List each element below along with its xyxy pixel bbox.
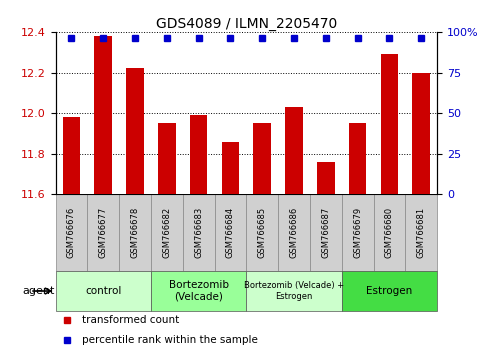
Bar (214, 194, 246, 271)
Bar (310, 194, 342, 271)
Bar (190, 115, 207, 194)
Bar (151, 194, 183, 271)
Bar (56, 194, 87, 271)
Bar (373, 194, 405, 271)
Text: Bortezomib (Velcade) +
Estrogen: Bortezomib (Velcade) + Estrogen (244, 281, 344, 301)
Bar (285, 107, 303, 194)
Text: GSM766686: GSM766686 (289, 207, 298, 258)
Bar (87, 194, 119, 271)
Bar (412, 73, 430, 194)
Text: control: control (85, 286, 121, 296)
Bar (278, 194, 310, 271)
Text: GSM766676: GSM766676 (67, 207, 76, 258)
Text: GSM766685: GSM766685 (258, 207, 267, 258)
Text: percentile rank within the sample: percentile rank within the sample (82, 335, 258, 345)
Bar (119, 194, 151, 271)
Text: GSM766684: GSM766684 (226, 207, 235, 258)
Bar (349, 123, 367, 194)
Bar (254, 123, 271, 194)
Bar (151, 271, 246, 312)
Bar (183, 194, 214, 271)
Text: GSM766687: GSM766687 (321, 207, 330, 258)
Bar (342, 194, 373, 271)
Bar (158, 123, 176, 194)
Text: Estrogen: Estrogen (366, 286, 412, 296)
Bar (381, 54, 398, 194)
Text: GSM766679: GSM766679 (353, 207, 362, 258)
Bar (317, 162, 335, 194)
Bar (342, 271, 437, 312)
Bar (246, 194, 278, 271)
Bar (126, 68, 144, 194)
Text: GSM766678: GSM766678 (130, 207, 140, 258)
Bar (405, 194, 437, 271)
Bar (56, 271, 151, 312)
Bar (246, 271, 342, 312)
Text: GSM766682: GSM766682 (162, 207, 171, 258)
Bar (95, 36, 112, 194)
Bar (63, 117, 80, 194)
Bar (222, 142, 239, 194)
Text: Bortezomib
(Velcade): Bortezomib (Velcade) (169, 280, 228, 302)
Text: GSM766681: GSM766681 (417, 207, 426, 258)
Text: transformed count: transformed count (82, 315, 180, 325)
Text: GSM766680: GSM766680 (385, 207, 394, 258)
Text: agent: agent (23, 286, 55, 296)
Title: GDS4089 / ILMN_2205470: GDS4089 / ILMN_2205470 (156, 17, 337, 31)
Text: GSM766683: GSM766683 (194, 207, 203, 258)
Text: GSM766677: GSM766677 (99, 207, 108, 258)
